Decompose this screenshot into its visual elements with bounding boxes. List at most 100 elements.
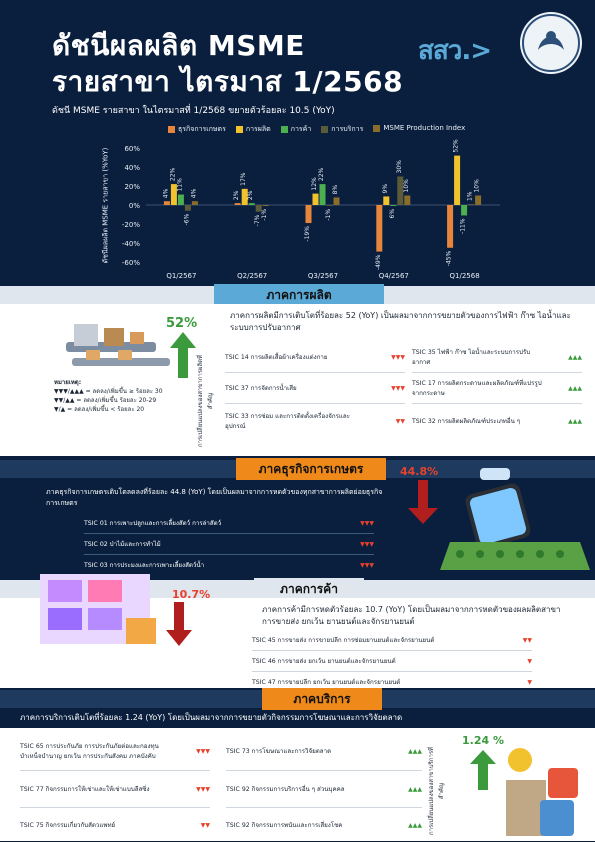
decline-mark: ▼▼▼	[391, 353, 405, 361]
growth-mark: ▲▲▲	[568, 384, 582, 392]
item-label: TSIC 92 กิจกรรมการบริการอื่น ๆ ส่วนบุคคล	[226, 786, 345, 793]
y-tick-label: -60%	[122, 259, 140, 267]
service-summary: ภาคการบริการเติบโตที่ร้อยละ 1.24 (YoY) โ…	[20, 713, 403, 722]
service-side-label: การเปลี่ยนแปลงของสาขาบริการที่สำคัญ	[428, 747, 445, 836]
decline-mark: ▼▼	[200, 821, 210, 829]
agriculture-percent: 44.8%	[400, 465, 439, 478]
list-item: TSIC 35 ไฟฟ้า ก๊าซ ไอน้ำและระบบการปรับอา…	[412, 342, 582, 373]
legend-item-trade: การค้า	[280, 124, 311, 135]
list-item: TSIC 32 การผลิตผลิตภัณฑ์ประเภทอื่น ๆ ▲▲▲	[412, 404, 582, 438]
bar	[234, 203, 241, 205]
decline-mark: ▼	[527, 678, 532, 686]
bar	[475, 195, 482, 205]
trade-percent: 10.7%	[172, 588, 211, 601]
legend-item-manufacturing: การผลิต	[235, 124, 271, 135]
item-label: TSIC 32 การผลิตผลิตภัณฑ์ประเภทอื่น ๆ	[412, 418, 521, 425]
bar	[326, 205, 333, 206]
list-item: TSIC 46 การขายส่ง ยกเว้น ยานยนต์และจักรย…	[252, 651, 532, 672]
growth-mark: ▲▲▲	[408, 821, 422, 829]
data-label: 11%	[176, 178, 183, 192]
legend-swatch	[373, 124, 381, 132]
data-label: 10%	[403, 179, 410, 193]
y-tick-label: 20%	[124, 183, 140, 191]
manufacturing-growth-list: TSIC 35 ไฟฟ้า ก๊าซ ไอน้ำและระบบการปรับอา…	[412, 342, 582, 438]
data-label: 6%	[389, 209, 396, 219]
service-section-label: ภาคบริการ	[262, 688, 382, 710]
page-title-line2: รายสาขา ไตรมาส 1/2568	[52, 65, 404, 98]
data-label: 1%	[467, 191, 474, 201]
item-label: TSIC 77 กิจกรรมการให้เช่าและให้เช่าแบบลี…	[20, 786, 150, 793]
manufacturing-panel	[0, 304, 595, 456]
list-item: TSIC 65 การประกันภัย การประกันภัยต่อและก…	[20, 732, 210, 771]
data-label: -7%	[254, 214, 261, 226]
data-label: 30%	[396, 160, 403, 174]
service-side-label-wrap: การเปลี่ยนแปลงของสาขาบริการที่สำคัญ	[424, 736, 448, 836]
service-percent: 1.24 %	[462, 734, 504, 747]
legend-line: ▼▼▼/▲▲▲ = ลดลง/เพิ่มขึ้น ≥ ร้อยละ 30	[54, 388, 163, 395]
bar	[163, 201, 170, 205]
bar	[468, 204, 475, 205]
x-tick-label: Q1/2567	[166, 272, 196, 280]
item-label: TSIC 33 การซ่อม และการติดตั้งเครื่องจักร…	[225, 413, 351, 430]
service-growth-list: TSIC 73 การโฆษณาและการวิจัยตลาด ▲▲▲ TSIC…	[226, 732, 422, 842]
bar	[397, 176, 404, 205]
legend-item-agri: ธุรกิจการเกษตร	[168, 124, 226, 135]
y-tick-label: 0%	[129, 202, 140, 210]
bar	[333, 197, 340, 205]
item-label: TSIC 37 การจัดการน้ำเสีย	[225, 385, 297, 392]
x-tick-label: Q2/2567	[237, 272, 267, 280]
bar	[248, 203, 255, 205]
bar	[390, 205, 397, 206]
list-item: TSIC 33 การซ่อม และการติดตั้งเครื่องจักร…	[225, 404, 405, 438]
bar	[262, 205, 269, 206]
legend-swatch	[321, 125, 329, 133]
legend-title: หมายเหตุ:	[54, 379, 82, 386]
chart-ylabel: ดัชนีผลผลิต MSME รายสาขา (%YoY)	[101, 147, 110, 264]
list-item: TSIC 14 การผลิตเสื้อผ้าเครื่องแต่งกาย ▼▼…	[225, 342, 405, 373]
factory-illustration	[56, 316, 196, 382]
bar	[170, 184, 177, 205]
list-item: TSIC 45 การขายส่ง การขายปลีก การซ่อมยานย…	[252, 630, 532, 651]
up-arrow-icon	[170, 332, 196, 378]
x-tick-label: Q3/2567	[308, 272, 338, 280]
decline-mark: ▼▼▼	[196, 785, 210, 793]
item-label: TSIC 14 การผลิตเสื้อผ้าเครื่องแต่งกาย	[225, 354, 328, 361]
data-label: -6%	[183, 213, 190, 225]
bar	[241, 188, 248, 205]
manufacturing-percent: 52%	[166, 316, 198, 331]
list-item: TSIC 92 กิจกรรมการบริการอื่น ๆ ส่วนบุคคล…	[226, 771, 422, 808]
service-panel	[0, 728, 595, 841]
up-arrow-icon	[470, 750, 496, 790]
data-label: 9%	[382, 184, 389, 194]
manufacturing-legend: หมายเหตุ: ▼▼▼/▲▲▲ = ลดลง/เพิ่มขึ้น ≥ ร้อ…	[54, 378, 164, 414]
data-label: -49%	[375, 254, 382, 270]
list-item: TSIC 37 การจัดการน้ำเสีย ▼▼▼	[225, 373, 405, 404]
list-item: TSIC 75 กิจกรรมเกี่ยวกับสัตวแพทย์ ▼▼	[20, 808, 210, 842]
list-item: TSIC 03 การประมงและการเพาะเลี้ยงสัตว์น้ำ…	[84, 555, 374, 575]
list-item: TSIC 92 กิจกรรมการพนันและการเสี่ยงโชค ▲▲…	[226, 808, 422, 842]
trade-list: TSIC 45 การขายส่ง การขายปลีก การซ่อมยานย…	[252, 630, 532, 692]
legend-swatch	[280, 125, 288, 133]
decline-mark: ▼▼▼	[360, 561, 374, 569]
item-label: TSIC 35 ไฟฟ้า ก๊าซ ไอน้ำและระบบการปรับอา…	[412, 349, 531, 366]
growth-mark: ▲▲▲	[408, 747, 422, 755]
bar	[383, 196, 390, 205]
data-label: 12%	[311, 177, 318, 191]
manufacturing-side-label: การเปลี่ยนแปลงของสาขาการผลิตที่สำคัญ	[197, 354, 214, 448]
page-subtitle: ดัชนี MSME รายสาขา ในไตรมาสที่ 1/2568 ขย…	[52, 106, 335, 116]
chart-legend: ธุรกิจการเกษตร การผลิต การค้า การบริการ …	[168, 124, 465, 135]
down-arrow-icon	[408, 480, 438, 524]
item-label: TSIC 03 การประมงและการเพาะเลี้ยงสัตว์น้ำ	[84, 562, 205, 569]
manufacturing-section-label: ภาคการผลิต	[214, 284, 384, 306]
bar	[454, 155, 461, 205]
x-tick-label: Q1/2568	[450, 272, 480, 280]
data-label: -1%	[261, 209, 268, 221]
msme-bar-chart: 60%40%20%0%-20%-40%-60%4%22%11%-6%4%Q1/2…	[122, 139, 500, 280]
y-tick-label: -20%	[122, 221, 140, 229]
y-tick-label: 60%	[124, 145, 140, 153]
item-label: TSIC 45 การขายส่ง การขายปลีก การซ่อมยานย…	[252, 637, 435, 644]
data-label: 17%	[240, 172, 247, 186]
list-item: TSIC 47 การขายปลีก ยกเว้น ยานยนต์และจักร…	[252, 672, 532, 692]
decline-mark: ▼▼▼	[391, 384, 405, 392]
data-label: 22%	[169, 167, 176, 181]
